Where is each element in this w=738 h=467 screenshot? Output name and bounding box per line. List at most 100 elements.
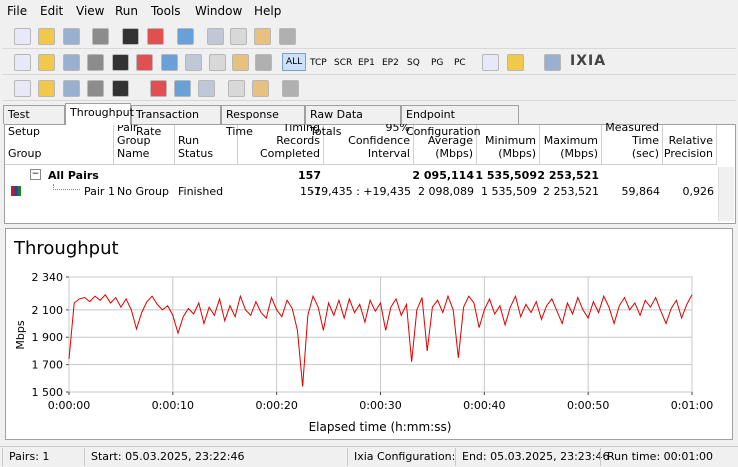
toolbar-icon[interactable] — [174, 80, 191, 97]
menu-item[interactable]: Edit — [40, 4, 64, 18]
toolbar-icon[interactable] — [63, 28, 80, 45]
status-field: Ixia Configuration: — [347, 448, 455, 466]
toolbar-icon[interactable] — [14, 54, 31, 71]
toolbar-icon[interactable] — [507, 54, 524, 71]
column-header[interactable]: Measured Time (sec) — [602, 121, 663, 165]
toolbar-icon[interactable] — [482, 54, 499, 71]
menu-item[interactable]: View — [76, 4, 105, 18]
toolbar-main — [2, 24, 736, 49]
toolbar-edit — [2, 76, 736, 101]
filter-button[interactable]: SCR — [334, 58, 353, 68]
column-header[interactable]: Group — [5, 125, 114, 165]
x-tick-label: 0:00:50 — [567, 399, 609, 412]
chart-title: Throughput — [13, 238, 119, 259]
toolbar-icon[interactable] — [87, 54, 104, 71]
filter-button[interactable]: PG — [431, 58, 444, 68]
toolbar-icon[interactable] — [230, 28, 247, 45]
column-header[interactable]: Run Status — [175, 125, 238, 165]
tab[interactable]: Raw Data Totals — [305, 105, 401, 138]
filter-button[interactable]: ALL — [282, 53, 307, 71]
toolbar-icon[interactable] — [112, 54, 129, 71]
toolbar-icon[interactable] — [63, 54, 80, 71]
x-tick-label: 0:00:00 — [48, 399, 90, 412]
toolbar-icon[interactable] — [228, 80, 245, 97]
toolbar-icon[interactable] — [136, 54, 153, 71]
results-table: Group Pair Group Name Run Status Timing Rec… — [4, 121, 736, 224]
toolbar-icon[interactable] — [544, 54, 561, 71]
toolbar-icon[interactable] — [161, 54, 178, 71]
menu-item[interactable]: Window — [195, 4, 243, 18]
filter-button[interactable]: TCP — [310, 58, 327, 68]
filter-button[interactable]: PC — [454, 58, 466, 68]
toolbar-icon[interactable] — [147, 28, 164, 45]
table-cell: 2 253,521 — [543, 185, 599, 198]
tab[interactable]: Transaction Rate — [131, 105, 221, 138]
menu-item[interactable]: Run — [115, 4, 139, 18]
table-cell: Finished — [178, 185, 224, 198]
filter-button[interactable]: EP1 — [358, 58, 375, 68]
toolbar-icon[interactable] — [185, 54, 202, 71]
toolbar-icon[interactable] — [150, 80, 167, 97]
filter-button[interactable]: EP2 — [382, 58, 399, 68]
toolbar-filters — [2, 50, 736, 75]
expander[interactable]: − — [30, 169, 41, 180]
menu-item[interactable]: File — [7, 4, 28, 18]
y-tick-label: 2 340 — [32, 271, 64, 284]
status-field: Run time: 00:01:00 — [600, 448, 713, 466]
table-cell: 157 — [300, 185, 321, 198]
table-cell: -19,435 : +19,435 — [310, 185, 411, 198]
table-cell: 2 095,114 — [412, 169, 474, 182]
toolbar-icon[interactable] — [14, 80, 31, 97]
toolbar-icon[interactable] — [63, 80, 80, 97]
toolbar-icon[interactable] — [207, 28, 224, 45]
toolbar-icon[interactable] — [255, 54, 272, 71]
table-cell: 59,864 — [621, 185, 661, 198]
status-bar — [0, 446, 738, 467]
x-tick-label: 0:00:40 — [463, 399, 505, 412]
x-axis-label: Elapsed time (h:mm:ss) — [309, 420, 452, 434]
toolbar-icon[interactable] — [14, 28, 31, 45]
toolbar-icon[interactable] — [198, 80, 215, 97]
toolbar-icon[interactable] — [279, 28, 296, 45]
table-cell: 2 098,089 — [418, 185, 474, 198]
toolbar-icon[interactable] — [92, 28, 109, 45]
y-tick-label: 2 100 — [32, 304, 64, 317]
tab[interactable]: Throughput — [65, 103, 134, 125]
toolbar-icon[interactable] — [177, 28, 194, 45]
toolbar-icon[interactable] — [282, 80, 299, 97]
table-cell: 1 535,509 — [475, 169, 537, 182]
filter-button[interactable]: SQ — [407, 58, 420, 68]
menu-item[interactable]: Tools — [151, 4, 181, 18]
toolbar-icon[interactable] — [38, 28, 55, 45]
y-axis-label: Mbps — [14, 320, 27, 349]
column-header[interactable]: Relative Precision — [663, 125, 717, 165]
toolbar-icon[interactable] — [112, 80, 129, 97]
column-header[interactable]: Minimum (Mbps) — [477, 125, 540, 165]
column-header[interactable]: 95% Confidence Interval — [324, 121, 414, 165]
toolbar-icon[interactable] — [252, 80, 269, 97]
column-header[interactable]: Timing Records Completed — [238, 121, 324, 165]
tab[interactable]: Test Setup — [3, 105, 65, 138]
column-header[interactable]: Maximum (Mbps) — [540, 125, 602, 165]
toolbar-icon[interactable] — [122, 28, 139, 45]
toolbar-icon[interactable] — [232, 54, 249, 71]
tree-line — [53, 184, 80, 190]
x-tick-label: 0:00:20 — [255, 399, 297, 412]
toolbar-icon[interactable] — [38, 80, 55, 97]
toolbar-icon[interactable] — [87, 80, 104, 97]
tab[interactable]: Response Time — [221, 105, 305, 138]
toolbar-icon[interactable] — [254, 28, 271, 45]
x-tick-label: 0:01:00 — [671, 399, 713, 412]
table-cell: 2 253,521 — [537, 169, 599, 182]
toolbar-icon[interactable] — [209, 54, 226, 71]
column-header[interactable]: Average (Mbps) — [414, 125, 477, 165]
tab[interactable]: Endpoint Configuration — [401, 105, 519, 138]
chart-panel: Throughput Mbps Elapsed time (h:mm:ss) 1… — [5, 228, 733, 440]
toolbar-icon[interactable] — [38, 54, 55, 71]
ixia-logo: IXIA — [570, 53, 607, 69]
x-tick-label: 0:00:10 — [152, 399, 194, 412]
scrollbar[interactable] — [718, 167, 734, 221]
menu-item[interactable]: Help — [254, 4, 282, 18]
chart: Throughput Mbps Elapsed time (h:mm:ss) 1… — [13, 238, 713, 434]
